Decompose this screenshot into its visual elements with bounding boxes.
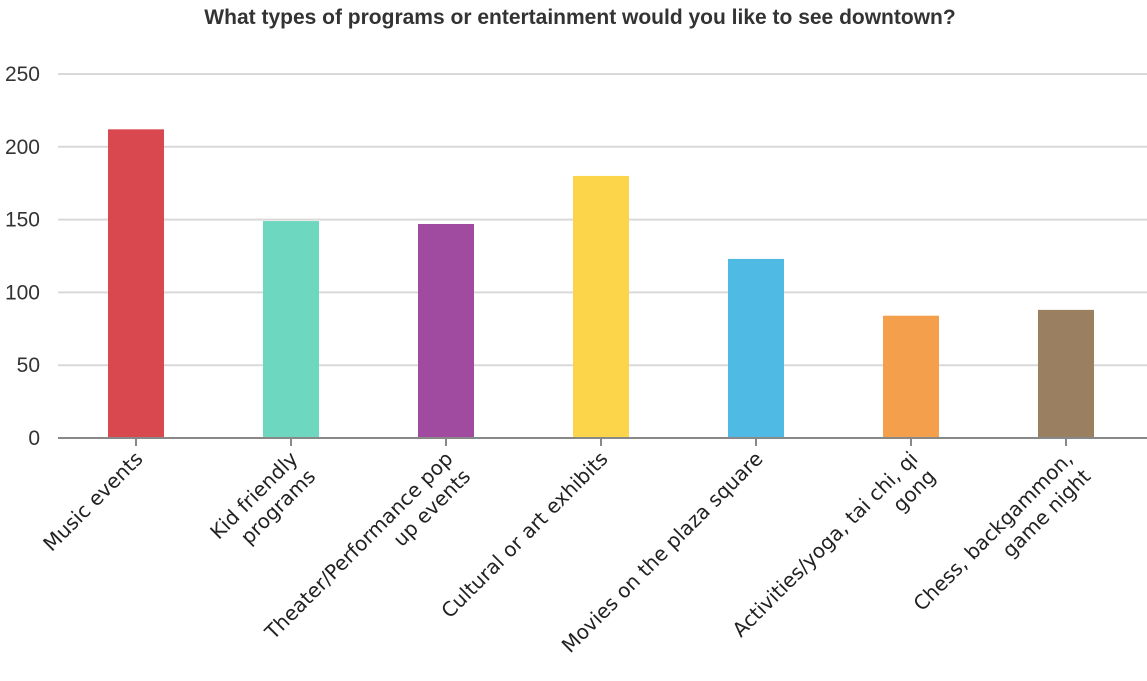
bar	[883, 315, 939, 438]
bar	[263, 221, 319, 438]
bars	[108, 129, 1094, 439]
x-tick-label-line: Chess, backgammon,	[908, 447, 1077, 616]
bar	[728, 258, 784, 438]
x-axis-labels: Music events Kid friendlyprogramsTheater/…	[38, 446, 1095, 660]
y-tick-label: 0	[28, 427, 40, 450]
y-tick-label: 100	[5, 281, 40, 304]
y-tick-label: 200	[5, 136, 40, 159]
bar	[1038, 309, 1094, 438]
bar	[573, 175, 629, 439]
x-tick-label-line: Music events	[38, 447, 147, 556]
y-axis-ticks: 0 50 100 150 200 250	[5, 63, 40, 450]
y-tick-label: 50	[17, 354, 40, 377]
x-axis-tick-marks	[135, 438, 1067, 446]
y-tick-label: 250	[5, 63, 40, 86]
bar	[108, 129, 164, 438]
y-tick-label: 150	[5, 209, 40, 232]
bar	[418, 223, 474, 438]
chart-title: What types of programs or entertainment …	[204, 6, 955, 29]
x-tick-label: Activities/yoga, tai chi, qigong	[727, 447, 940, 660]
x-tick-label: Kid friendlyprograms	[205, 446, 320, 561]
x-tick-label-line: Activities/yoga, tai chi, qi	[727, 447, 922, 642]
x-tick-label: Chess, backgammon,game night	[908, 446, 1095, 633]
x-tick-label: Music events	[38, 447, 147, 556]
